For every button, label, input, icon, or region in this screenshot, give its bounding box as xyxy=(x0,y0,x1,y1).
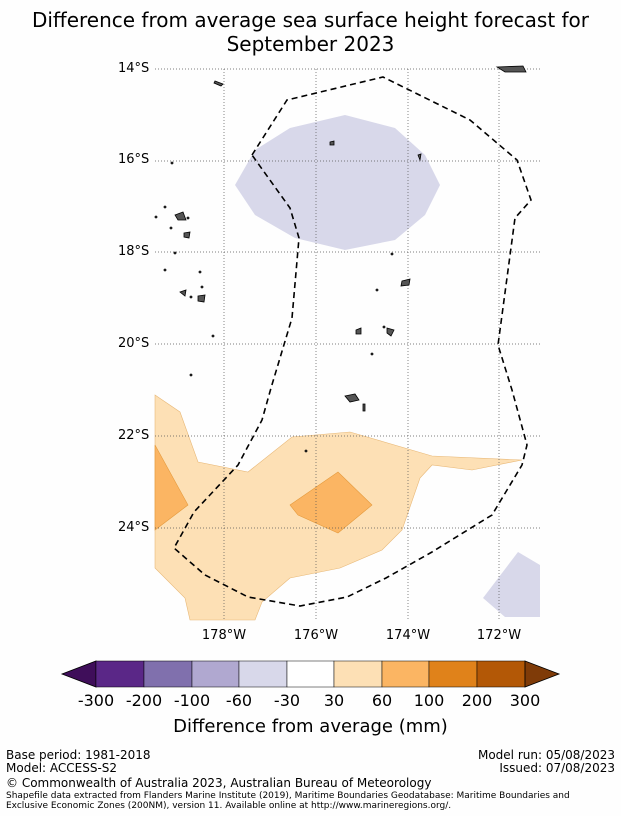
island-vavau xyxy=(400,278,411,287)
colorbar-label: Difference from average (mm) xyxy=(173,716,448,737)
colorbar-extend-low xyxy=(60,660,97,688)
islands xyxy=(154,65,527,453)
lat-label-20s: 20°S xyxy=(118,336,150,351)
cbar-tick-3: -60 xyxy=(225,691,253,710)
lon-label-174w: 174°W xyxy=(385,628,431,643)
island-lau-1 xyxy=(174,211,187,221)
base-period: Base period: 1981-2018 xyxy=(6,748,151,762)
cbar-tick-2: -100 xyxy=(173,691,211,710)
colorbar-seg-1 xyxy=(95,660,145,688)
cbar-tick-9: 300 xyxy=(509,691,541,710)
model-run: Model run: 05/08/2023 xyxy=(477,748,615,762)
colorbar-seg-6 xyxy=(333,660,383,688)
colorbar-seg-9 xyxy=(476,660,526,688)
island-haapai-2 xyxy=(386,327,395,337)
island-tongatapu xyxy=(344,393,360,403)
lon-label-176w: 176°W xyxy=(293,628,339,643)
island-haapai-1 xyxy=(355,327,362,335)
cbar-tick-7: 100 xyxy=(413,691,445,710)
anomaly-positive-mid-centre xyxy=(289,471,373,534)
cbar-tick-0: -300 xyxy=(77,691,115,710)
eez-boundary xyxy=(172,76,532,607)
anomaly-negative-north xyxy=(235,115,440,250)
chart-title: Difference from average sea surface heig… xyxy=(0,8,621,56)
gridlines xyxy=(155,68,540,620)
colorbar-seg-7 xyxy=(381,660,430,688)
cbar-tick-5: 30 xyxy=(323,691,345,710)
title-line-2: September 2023 xyxy=(226,32,395,56)
cbar-tick-8: 200 xyxy=(461,691,493,710)
cbar-tick-1: -200 xyxy=(125,691,163,710)
lat-label-22s: 22°S xyxy=(118,428,150,443)
colorbar xyxy=(60,660,561,688)
lon-label-178w: 178°W xyxy=(201,628,247,643)
cbar-tick-4: -30 xyxy=(273,691,301,710)
lat-label-18s: 18°S xyxy=(118,244,150,259)
lat-label-14s: 14°S xyxy=(118,61,150,76)
colorbar-seg-8 xyxy=(428,660,478,688)
island-small-nw xyxy=(213,80,224,87)
colorbar-extend-high xyxy=(524,660,561,688)
colorbar-seg-3 xyxy=(191,660,240,688)
colorbar-seg-5 xyxy=(286,660,335,688)
model-name: Model: ACCESS-S2 xyxy=(6,761,118,775)
shapefile-note: Shapefile data extracted from Flanders M… xyxy=(6,791,570,811)
lat-label-16s: 16°S xyxy=(118,152,150,167)
anomaly-positive-mid-west xyxy=(154,444,189,531)
cbar-tick-6: 60 xyxy=(371,691,393,710)
issued-date: Issued: 07/08/2023 xyxy=(499,761,615,775)
lat-label-24s: 24°S xyxy=(118,520,150,535)
island-lau-3 xyxy=(179,289,187,297)
island-lau-2 xyxy=(183,231,191,239)
colorbar-seg-4 xyxy=(238,660,288,688)
island-small-ne xyxy=(417,153,422,162)
lon-label-172w: 172°W xyxy=(476,628,522,643)
anomaly-fields xyxy=(154,115,540,621)
copyright: © Commonwealth of Australia 2023, Austra… xyxy=(6,776,432,790)
colorbar-seg-2 xyxy=(143,660,193,688)
island-lau-4 xyxy=(197,294,206,303)
anomaly-negative-southeast xyxy=(483,552,540,617)
title-line-1: Difference from average sea surface heig… xyxy=(31,8,590,32)
island-niuafoou xyxy=(329,140,335,146)
island-eua xyxy=(362,403,366,412)
island-niuatoputapu xyxy=(495,65,527,73)
